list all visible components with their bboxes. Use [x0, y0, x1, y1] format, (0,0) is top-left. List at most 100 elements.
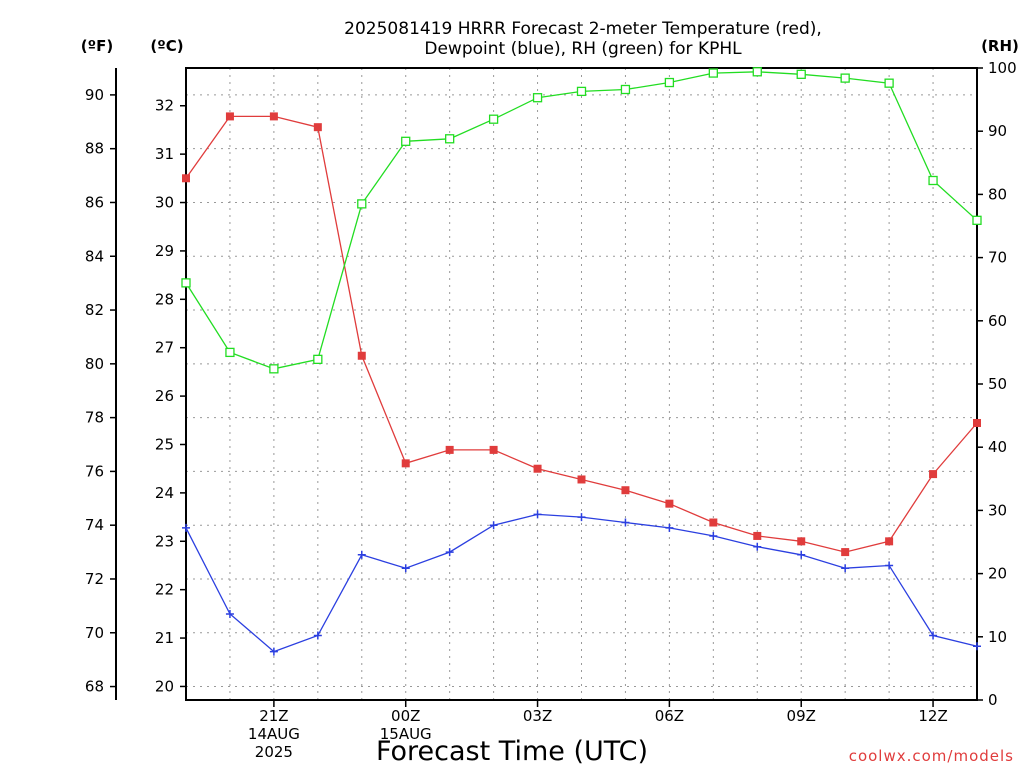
celsius-unit-label: (ºC) — [150, 37, 183, 55]
fahrenheit-tick-label: 84 — [85, 247, 104, 265]
temperature-point — [269, 112, 278, 121]
dewpoint-point — [577, 513, 586, 522]
rh-point — [752, 67, 762, 77]
celsius-tick-label: 25 — [155, 435, 174, 453]
rh-point — [620, 84, 631, 95]
fahrenheit-tick-label: 72 — [85, 570, 104, 588]
rh-tick-label: 90 — [988, 122, 1007, 140]
celsius-tick-label: 30 — [155, 194, 174, 212]
series-layer — [181, 67, 982, 656]
rh-point — [796, 69, 806, 79]
grid-lines — [186, 68, 977, 700]
dewpoint-point — [929, 631, 938, 640]
temperature-point — [225, 112, 234, 121]
rh-tick-label: 20 — [988, 565, 1007, 583]
celsius-tick-label: 23 — [155, 532, 174, 550]
x-axis-title: Forecast Time (UTC) — [376, 736, 648, 767]
rh-point — [708, 68, 718, 78]
rh-tick-label: 10 — [988, 628, 1007, 646]
time-tick-label: 09Z — [787, 707, 816, 725]
time-tick-label: 00Z — [391, 707, 420, 725]
celsius-tick-label: 24 — [155, 484, 174, 502]
celsius-tick-label: 21 — [155, 629, 174, 647]
temperature-point — [182, 174, 190, 183]
rh-point — [225, 347, 235, 358]
rh-tick-label: 60 — [988, 312, 1007, 330]
celsius-axis: 20 21 22 23 24 25 26 27 28 29 30 31 32 — [155, 97, 186, 695]
rh-tick-label: 100 — [988, 59, 1017, 77]
celsius-tick-label: 20 — [155, 677, 174, 695]
fahrenheit-tick-label: 88 — [85, 140, 104, 158]
fahrenheit-axis: 68 70 72 74 76 78 80 82 84 86 88 90 — [85, 86, 116, 696]
rh-point — [972, 215, 982, 225]
dewpoint-point — [753, 542, 762, 551]
dewpoint-point — [665, 523, 674, 532]
temperature-point — [313, 123, 322, 132]
temperature-point — [709, 518, 718, 527]
rh-point — [488, 114, 499, 124]
dewpoint-point — [313, 631, 322, 640]
dewpoint-point — [401, 564, 410, 573]
rh-point — [576, 86, 587, 97]
celsius-tick-label: 29 — [155, 242, 174, 260]
time-tick-label: 03Z — [523, 707, 552, 725]
time-tick-label: 14AUG — [248, 725, 300, 743]
rh-tick-label: 0 — [988, 691, 998, 709]
dewpoint-point — [489, 521, 498, 530]
rh-point — [532, 93, 543, 103]
celsius-tick-label: 31 — [155, 145, 174, 163]
dewpoint-point — [445, 548, 454, 557]
dewpoint-point — [885, 561, 894, 570]
dewpoint-point — [709, 531, 718, 540]
temperature-point — [445, 445, 454, 454]
temperature-point — [401, 459, 410, 468]
rh-tick-label: 40 — [988, 438, 1007, 456]
rh-point — [181, 278, 191, 288]
rh-point — [445, 134, 455, 144]
dewpoint-point — [182, 523, 190, 532]
fahrenheit-tick-label: 68 — [85, 678, 104, 696]
temperature-point — [973, 418, 981, 427]
chart-title-line1: 2025081419 HRRR Forecast 2-meter Tempera… — [344, 19, 822, 39]
temperature-point — [665, 499, 674, 508]
temperature-point — [885, 537, 894, 546]
temperature-point — [489, 445, 498, 454]
temperature-point — [357, 351, 366, 360]
fahrenheit-tick-label: 82 — [85, 301, 104, 319]
rh-unit-label: (RH) — [981, 37, 1019, 55]
dewpoint-point — [797, 550, 806, 559]
fahrenheit-tick-label: 86 — [85, 193, 104, 211]
time-tick-label: 12Z — [918, 707, 947, 725]
time-tick-label: 15AUG — [380, 725, 432, 743]
temperature-point — [621, 486, 630, 495]
celsius-tick-label: 28 — [155, 290, 174, 308]
rh-tick-label: 70 — [988, 249, 1007, 267]
temperature-point — [929, 470, 938, 479]
dewpoint-point — [621, 518, 630, 527]
temperature-point — [533, 464, 542, 473]
rh-point — [840, 73, 850, 83]
rh-tick-label: 80 — [988, 185, 1007, 203]
temperature-point — [841, 548, 850, 557]
rh-point — [313, 354, 323, 365]
rh-point — [357, 199, 367, 209]
dewpoint-point — [225, 609, 234, 618]
celsius-tick-label: 22 — [155, 581, 174, 599]
fahrenheit-tick-label: 90 — [85, 86, 104, 104]
credit-link[interactable]: coolwx.com/models — [849, 747, 1014, 765]
rh-point — [884, 78, 894, 88]
celsius-tick-label: 26 — [155, 387, 174, 405]
fahrenheit-tick-label: 78 — [85, 409, 104, 427]
dewpoint-point — [269, 647, 278, 656]
rh-point — [269, 364, 279, 374]
time-tick-label: 2025 — [255, 743, 293, 761]
rh-axis: 0 10 20 30 40 50 60 70 80 90 100 — [977, 59, 1017, 709]
temperature-point — [797, 537, 806, 546]
rh-point — [664, 77, 675, 88]
rh-point — [401, 136, 411, 146]
rh-series-line — [185, 71, 978, 370]
celsius-tick-label: 27 — [155, 339, 174, 357]
dewpoint-point — [533, 510, 542, 519]
